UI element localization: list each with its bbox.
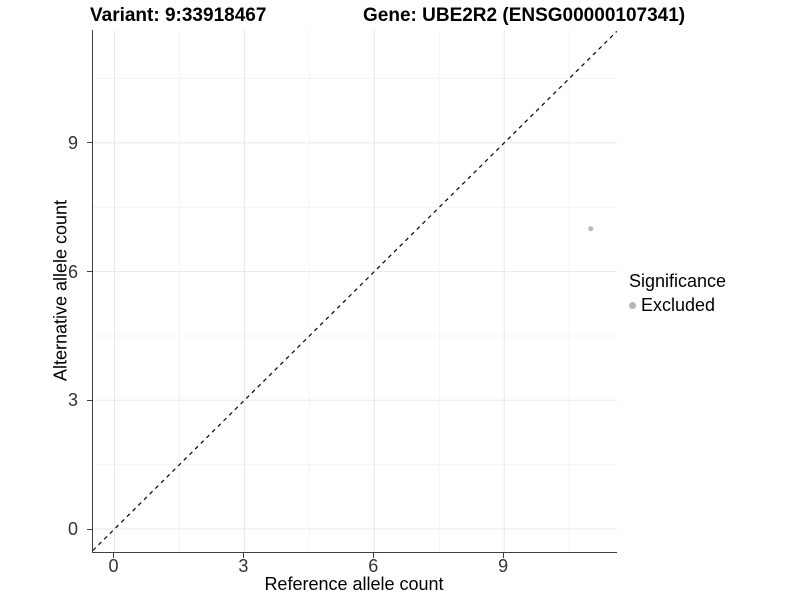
legend-item-label: Excluded — [641, 295, 716, 315]
y-tick-mark — [87, 399, 92, 401]
x-tick-mark — [372, 553, 374, 558]
y-tick-label: 3 — [67, 390, 78, 411]
x-tick-mark — [502, 553, 504, 558]
x-tick-mark — [242, 553, 244, 558]
x-tick-mark — [113, 553, 114, 558]
x-tick-label: 0 — [108, 556, 119, 576]
identity-line — [93, 30, 617, 551]
x-axis-title: Reference allele count — [264, 574, 444, 594]
data-point — [588, 226, 594, 232]
legend: Significance Excluded — [629, 271, 726, 316]
variant-title: Variant: 9:33918467 — [90, 5, 267, 26]
y-tick-label: 9 — [67, 132, 78, 153]
x-tick-label: 3 — [238, 556, 249, 576]
y-tick-label: 0 — [67, 519, 78, 539]
y-tick-mark — [87, 142, 92, 144]
legend-item: Excluded — [629, 295, 726, 316]
legend-marker-icon — [629, 302, 636, 309]
y-tick-mark — [87, 528, 92, 530]
plot-panel — [92, 30, 617, 553]
panel-svg — [93, 30, 617, 552]
gene-title: Gene: UBE2R2 (ENSG00000107341) — [363, 5, 686, 26]
y-tick-label: 6 — [67, 261, 78, 282]
x-tick-label: 9 — [498, 556, 509, 576]
x-tick-label: 6 — [368, 556, 379, 576]
y-tick-mark — [87, 271, 92, 273]
legend-title: Significance — [629, 271, 727, 291]
